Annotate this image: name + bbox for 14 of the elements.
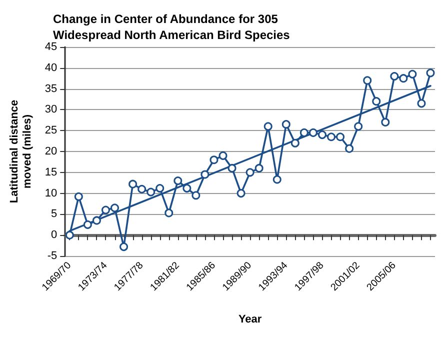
chart-title: Change in Center of Abundance for 305 Widespread North American Bird Species <box>53 12 290 42</box>
y-tick-label: 10 <box>44 187 58 200</box>
y-tick-label: 30 <box>44 104 58 116</box>
x-axis-title: Year <box>238 314 262 326</box>
y-tick-label: 45 <box>44 41 58 53</box>
y-tick-label: 25 <box>44 124 58 137</box>
y-axis-title: Latitudinal distance moved (miles) <box>8 100 34 204</box>
y-tick-label: 15 <box>44 166 58 178</box>
y-tick-label: 0 <box>51 229 58 242</box>
y-tick-label: -5 <box>47 250 58 262</box>
y-tick-label: 20 <box>44 146 58 158</box>
y-tick-label: 35 <box>44 82 58 95</box>
y-tick-label: 5 <box>51 208 58 220</box>
y-tick-label: 40 <box>44 62 58 74</box>
